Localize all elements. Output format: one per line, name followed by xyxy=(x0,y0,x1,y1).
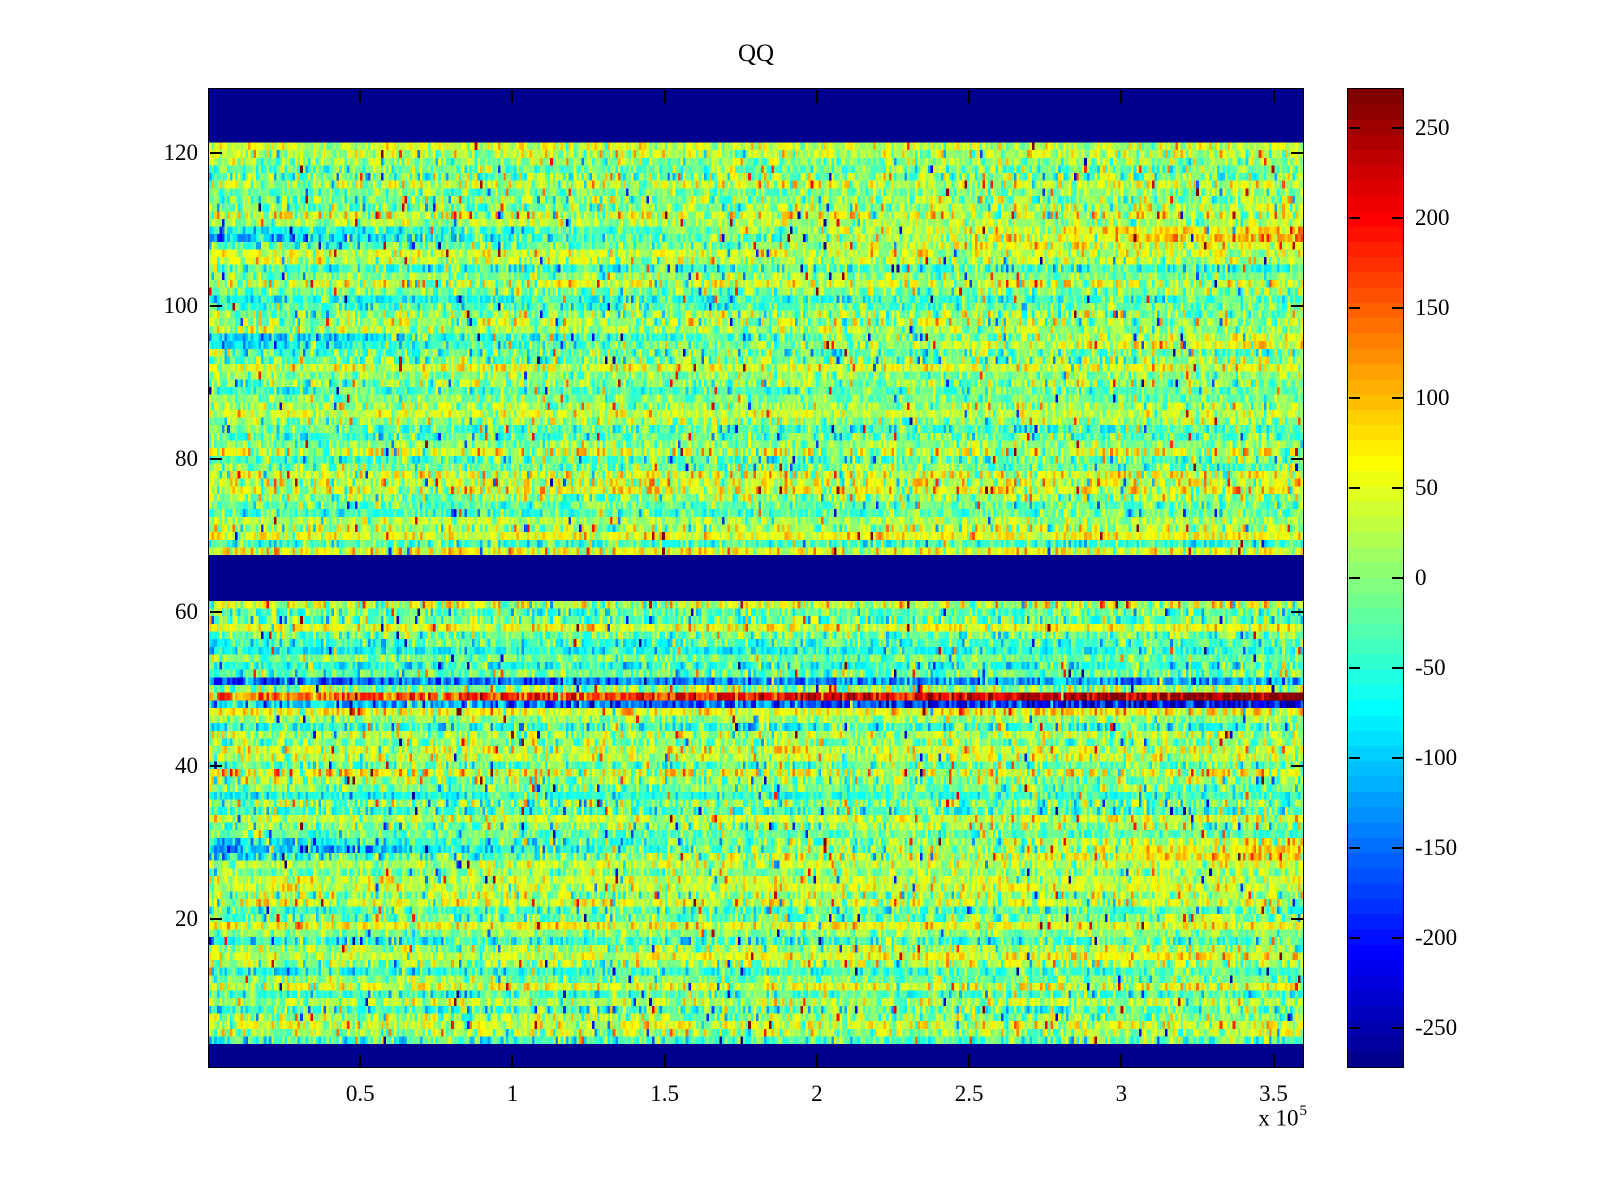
chart-title: QQ xyxy=(737,40,775,67)
y-tick xyxy=(1290,764,1303,767)
plot-area xyxy=(208,88,1304,1068)
x-tick xyxy=(663,89,666,103)
colorbar-tick-label: -150 xyxy=(1415,835,1458,861)
x-tick xyxy=(968,89,971,103)
x-tick xyxy=(511,89,514,103)
colorbar-tick xyxy=(1391,937,1403,940)
y-tick-label: 120 xyxy=(163,140,199,166)
colorbar-tick xyxy=(1391,486,1403,489)
colorbar-tick xyxy=(1348,667,1360,670)
colorbar-tick-label: -200 xyxy=(1415,925,1458,951)
x-tick xyxy=(1120,1053,1123,1067)
colorbar-tick-label: 250 xyxy=(1415,114,1450,140)
colorbar-tick xyxy=(1348,126,1360,129)
colorbar-tick xyxy=(1391,577,1403,579)
colorbar-tick-label: 200 xyxy=(1415,204,1450,230)
colorbar-tick xyxy=(1391,216,1403,219)
y-tick-label: 100 xyxy=(163,293,199,319)
x-tick xyxy=(663,1053,666,1067)
x-tick xyxy=(359,1053,362,1067)
x-tick xyxy=(359,89,362,103)
colorbar-tick xyxy=(1391,396,1403,399)
y-tick xyxy=(209,917,222,920)
x-axis-exponent-label: x 105 xyxy=(1150,1096,1308,1131)
colorbar-tick xyxy=(1391,847,1403,850)
colorbar-tick xyxy=(1391,1027,1403,1030)
colorbar-tick-label: -250 xyxy=(1415,1015,1458,1041)
colorbar-tick xyxy=(1391,667,1403,670)
x-tick-label: 3.5 xyxy=(1259,1081,1288,1106)
x-tick-label: 2.5 xyxy=(954,1081,984,1106)
y-tick xyxy=(1290,611,1303,614)
colorbar-tick-label: -100 xyxy=(1415,745,1458,771)
colorbar-tick-label: -50 xyxy=(1415,655,1446,681)
colorbar-tick-label: 0 xyxy=(1415,565,1427,590)
colorbar-tick xyxy=(1391,757,1403,760)
exponent-base: x 10 xyxy=(1258,1105,1299,1131)
x-tick xyxy=(815,1053,818,1067)
y-tick xyxy=(209,152,222,155)
y-tick xyxy=(209,611,222,614)
y-tick xyxy=(209,764,222,767)
x-tick xyxy=(1272,89,1275,103)
colorbar-tick xyxy=(1348,757,1360,760)
heatmap-canvas xyxy=(209,89,1303,1067)
x-tick xyxy=(968,1053,971,1067)
x-tick xyxy=(815,89,818,103)
colorbar-tick xyxy=(1348,577,1360,579)
x-tick xyxy=(1272,1053,1275,1067)
colorbar-tick xyxy=(1348,937,1360,940)
exponent-power: 5 xyxy=(1299,1103,1308,1119)
colorbar-tick xyxy=(1348,1027,1360,1030)
colorbar-tick xyxy=(1391,306,1403,309)
x-tick-label: 1 xyxy=(506,1081,519,1106)
y-tick xyxy=(1290,152,1303,155)
y-tick-label: 80 xyxy=(175,446,198,472)
colorbar-tick-label: 50 xyxy=(1415,474,1438,500)
x-tick-label: 3 xyxy=(1115,1081,1128,1106)
x-tick xyxy=(511,1053,514,1067)
y-tick xyxy=(1290,458,1303,461)
y-tick xyxy=(209,305,222,308)
colorbar-tick xyxy=(1391,126,1403,129)
y-tick-label: 60 xyxy=(175,599,198,625)
colorbar-tick xyxy=(1348,306,1360,309)
y-tick xyxy=(1290,917,1303,920)
x-tick-label: 0.5 xyxy=(345,1081,375,1106)
y-tick-label: 40 xyxy=(175,752,198,778)
x-tick xyxy=(1120,89,1123,103)
colorbar-tick xyxy=(1348,847,1360,850)
colorbar-tick xyxy=(1348,396,1360,399)
y-tick xyxy=(1290,305,1303,308)
x-tick-label: 2 xyxy=(811,1081,823,1106)
colorbar-tick xyxy=(1348,216,1360,219)
y-tick xyxy=(209,458,222,461)
y-tick-label: 20 xyxy=(175,905,198,931)
colorbar-tick xyxy=(1348,486,1360,489)
x-tick-label: 1.5 xyxy=(650,1081,680,1106)
colorbar-tick-label: 100 xyxy=(1415,384,1450,410)
colorbar-tick-label: 150 xyxy=(1415,294,1450,320)
